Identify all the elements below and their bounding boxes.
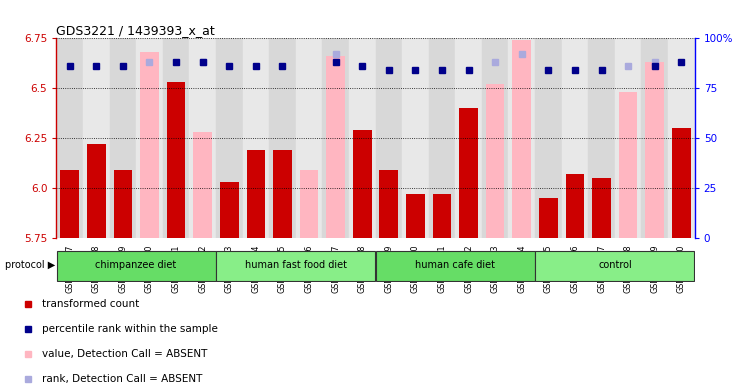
Bar: [353, 130, 372, 238]
Bar: [349, 38, 376, 238]
Text: control: control: [598, 260, 632, 270]
Bar: [672, 128, 691, 238]
Text: GDS3221 / 1439393_x_at: GDS3221 / 1439393_x_at: [56, 24, 215, 37]
Bar: [326, 56, 345, 238]
Bar: [593, 178, 611, 238]
Text: value, Detection Call = ABSENT: value, Detection Call = ABSENT: [42, 349, 208, 359]
Text: human fast food diet: human fast food diet: [245, 260, 347, 270]
Bar: [136, 38, 163, 238]
Bar: [246, 150, 265, 238]
Bar: [402, 38, 429, 238]
FancyBboxPatch shape: [56, 251, 216, 281]
Bar: [539, 198, 558, 238]
Bar: [189, 38, 216, 238]
Bar: [641, 38, 668, 238]
Bar: [83, 38, 110, 238]
Bar: [269, 38, 296, 238]
Bar: [460, 108, 478, 238]
Bar: [60, 170, 79, 238]
Bar: [406, 194, 425, 238]
Bar: [376, 38, 402, 238]
Bar: [216, 38, 243, 238]
Bar: [535, 38, 562, 238]
Bar: [167, 82, 185, 238]
Bar: [243, 38, 269, 238]
Text: rank, Detection Call = ABSENT: rank, Detection Call = ABSENT: [42, 374, 203, 384]
Bar: [110, 38, 136, 238]
Bar: [588, 38, 615, 238]
Bar: [455, 38, 482, 238]
Bar: [113, 170, 132, 238]
FancyBboxPatch shape: [535, 251, 695, 281]
Bar: [619, 92, 638, 238]
Bar: [300, 170, 318, 238]
Bar: [562, 38, 588, 238]
Bar: [645, 62, 664, 238]
Bar: [668, 38, 695, 238]
Bar: [296, 38, 322, 238]
Bar: [140, 52, 158, 238]
Bar: [433, 194, 451, 238]
Text: percentile rank within the sample: percentile rank within the sample: [42, 324, 219, 334]
Bar: [87, 144, 106, 238]
Text: chimpanzee diet: chimpanzee diet: [95, 260, 176, 270]
Bar: [508, 38, 535, 238]
Bar: [379, 170, 398, 238]
Bar: [615, 38, 641, 238]
Bar: [482, 38, 508, 238]
Bar: [322, 38, 349, 238]
Bar: [220, 182, 239, 238]
Bar: [566, 174, 584, 238]
Bar: [273, 150, 291, 238]
FancyBboxPatch shape: [376, 251, 535, 281]
Bar: [56, 38, 83, 238]
Text: human cafe diet: human cafe diet: [415, 260, 496, 270]
Bar: [163, 38, 189, 238]
Bar: [512, 40, 531, 238]
Bar: [429, 38, 455, 238]
Text: transformed count: transformed count: [42, 299, 140, 309]
Text: protocol ▶: protocol ▶: [5, 260, 56, 270]
Bar: [486, 84, 505, 238]
Bar: [193, 132, 212, 238]
FancyBboxPatch shape: [216, 251, 376, 281]
